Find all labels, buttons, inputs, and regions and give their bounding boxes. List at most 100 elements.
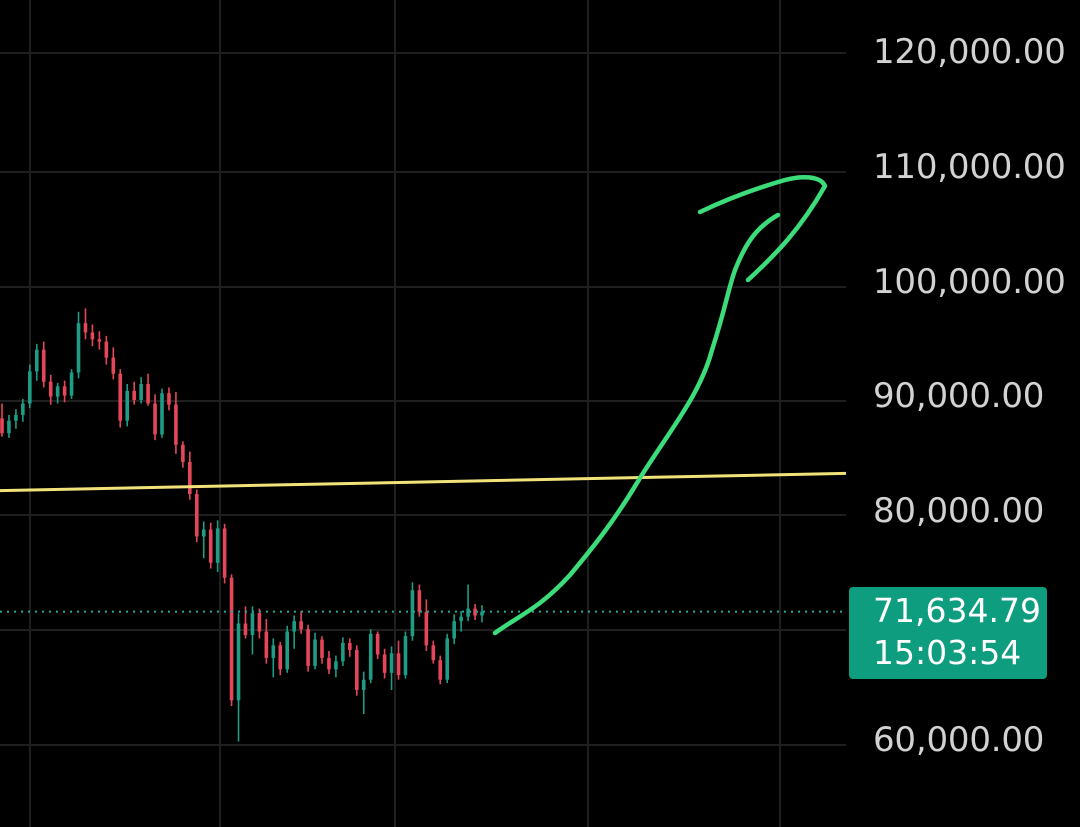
- candle: [320, 636, 324, 664]
- candle-body: [327, 657, 331, 670]
- candle-body: [90, 332, 95, 340]
- candle-body: [361, 679, 366, 690]
- candle-body: [83, 323, 88, 333]
- candle: [90, 324, 95, 347]
- candle-body: [194, 494, 199, 537]
- candle-body: [368, 633, 373, 680]
- candle-body: [104, 341, 109, 358]
- candle: [250, 606, 255, 655]
- candle-body: [299, 621, 303, 630]
- candle: [174, 392, 178, 454]
- chart-grid: [0, 0, 846, 827]
- candle: [480, 605, 484, 623]
- candle-body: [160, 393, 164, 435]
- candle-body: [174, 404, 178, 445]
- candle-body: [438, 660, 443, 680]
- candle-body: [14, 414, 18, 421]
- candle: [76, 311, 81, 379]
- y-tick-label-60000: 60,000.00: [873, 720, 1045, 760]
- candle: [473, 604, 477, 621]
- candle-body: [264, 631, 269, 658]
- candle-body: [139, 384, 143, 401]
- candle: [292, 615, 296, 649]
- candle-body: [417, 590, 422, 613]
- candle-body: [271, 645, 276, 658]
- candle: [21, 398, 25, 422]
- candle: [14, 409, 18, 429]
- y-tick-label-80000: 80,000.00: [873, 490, 1045, 531]
- candle: [306, 624, 310, 672]
- candle: [97, 331, 102, 350]
- candle-body: [445, 638, 450, 680]
- candle-body: [34, 349, 39, 372]
- candle: [459, 610, 463, 632]
- candle: [139, 377, 143, 404]
- candle-body: [431, 645, 436, 661]
- candle: [285, 625, 290, 673]
- candle: [348, 638, 352, 657]
- last-price-badge: 71,634.79 15:03:54: [849, 587, 1047, 679]
- candle-body: [341, 643, 345, 662]
- candle-body: [480, 611, 484, 616]
- candle: [83, 308, 88, 340]
- candle-body: [306, 629, 310, 666]
- candle: [201, 521, 206, 559]
- candle: [208, 522, 213, 569]
- candle: [341, 637, 345, 666]
- candle-body: [410, 590, 415, 637]
- candle: [403, 631, 408, 679]
- candle: [438, 655, 443, 685]
- candle: [188, 451, 192, 500]
- candle: [41, 341, 46, 388]
- candle: [146, 373, 150, 406]
- candle: [153, 394, 157, 441]
- candle-body: [28, 371, 32, 404]
- last-price-value: 71,634.79: [873, 591, 1041, 630]
- candle-body: [389, 653, 394, 673]
- candle-body: [111, 357, 116, 374]
- candle: [28, 364, 32, 409]
- candle: [229, 574, 234, 707]
- candle-body: [473, 608, 477, 616]
- candle-body: [7, 420, 11, 434]
- candle: [264, 618, 269, 664]
- y-tick-label-90000: 90,000.00: [873, 376, 1045, 417]
- y-tick-label-100000: 100,000.00: [873, 261, 1066, 302]
- candle-body: [97, 339, 102, 342]
- candle-body: [76, 323, 81, 373]
- candle: [327, 651, 331, 674]
- candle: [215, 520, 220, 572]
- candle-body: [125, 390, 130, 421]
- candle-body: [466, 608, 470, 617]
- candlestick-series: [0, 308, 484, 742]
- y-tick-label-120000: 120,000.00: [873, 32, 1066, 73]
- candle: [222, 523, 227, 584]
- candle: [160, 388, 164, 438]
- candle-body: [452, 621, 456, 639]
- candle-body: [257, 613, 262, 632]
- candle: [445, 633, 450, 684]
- candle-body: [424, 612, 429, 646]
- candle-body: [285, 631, 290, 670]
- candle: [466, 584, 470, 622]
- candle: [431, 640, 436, 664]
- candle-countdown: 15:03:54: [873, 633, 1022, 672]
- candle: [55, 382, 60, 404]
- candle: [313, 632, 317, 670]
- candle-body: [118, 373, 123, 421]
- candle-body: [459, 616, 463, 622]
- candle-body: [396, 653, 401, 676]
- candle-body: [153, 403, 157, 435]
- projection-arrow: [492, 174, 828, 636]
- candle-body: [208, 529, 213, 563]
- candle-body: [201, 529, 206, 537]
- candle: [452, 614, 456, 645]
- candle: [361, 671, 366, 715]
- candle-body: [278, 645, 283, 670]
- candle-body: [222, 528, 227, 578]
- candle-body: [55, 386, 60, 397]
- candle-body: [354, 649, 359, 690]
- candle-body: [41, 349, 46, 382]
- candle-body: [403, 636, 408, 676]
